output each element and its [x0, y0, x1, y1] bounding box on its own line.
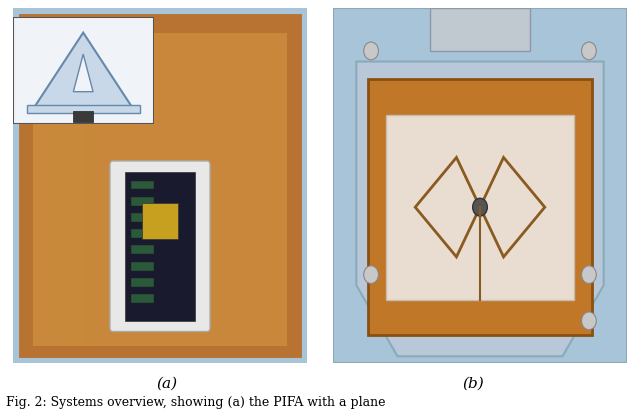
Circle shape: [582, 42, 596, 60]
FancyBboxPatch shape: [142, 203, 178, 239]
Polygon shape: [74, 54, 93, 92]
Text: (b): (b): [463, 376, 484, 390]
Circle shape: [472, 198, 488, 216]
Circle shape: [364, 266, 378, 284]
Text: Fig. 2: Systems overview, showing (a) the PIFA with a plane: Fig. 2: Systems overview, showing (a) th…: [6, 396, 386, 409]
Polygon shape: [356, 62, 604, 356]
Circle shape: [582, 266, 596, 284]
FancyBboxPatch shape: [110, 161, 210, 332]
FancyBboxPatch shape: [131, 245, 154, 254]
FancyBboxPatch shape: [125, 172, 195, 321]
FancyBboxPatch shape: [131, 213, 154, 222]
FancyBboxPatch shape: [333, 8, 627, 363]
FancyBboxPatch shape: [27, 104, 140, 113]
Polygon shape: [34, 33, 132, 108]
FancyBboxPatch shape: [33, 33, 287, 346]
FancyBboxPatch shape: [131, 294, 154, 303]
FancyBboxPatch shape: [131, 180, 154, 190]
FancyBboxPatch shape: [131, 278, 154, 287]
Circle shape: [582, 312, 596, 330]
FancyBboxPatch shape: [74, 111, 93, 122]
FancyBboxPatch shape: [13, 8, 307, 363]
FancyBboxPatch shape: [386, 115, 574, 299]
FancyBboxPatch shape: [13, 17, 154, 124]
FancyBboxPatch shape: [368, 79, 592, 335]
FancyBboxPatch shape: [131, 229, 154, 238]
Text: (a): (a): [156, 376, 177, 390]
FancyBboxPatch shape: [430, 8, 530, 51]
FancyBboxPatch shape: [131, 262, 154, 271]
FancyBboxPatch shape: [131, 197, 154, 206]
Circle shape: [364, 42, 378, 60]
